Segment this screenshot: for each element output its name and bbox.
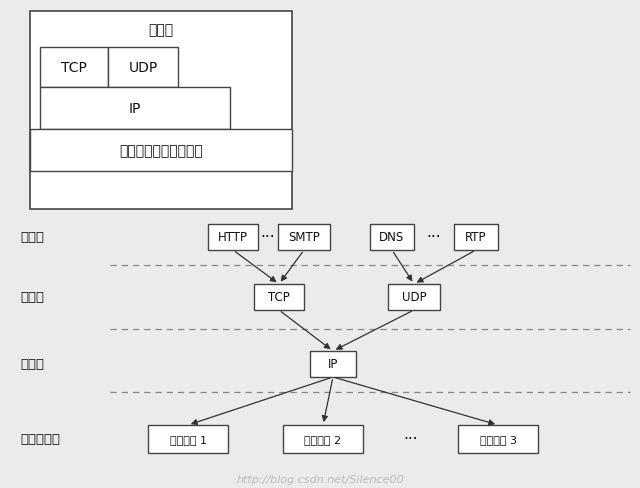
Text: UDP: UDP	[402, 291, 426, 304]
Text: UDP: UDP	[129, 61, 157, 75]
Text: 网络接口 3: 网络接口 3	[479, 434, 516, 444]
Text: 应用层: 应用层	[20, 231, 44, 244]
Bar	[310, 351, 356, 377]
Text: SMTP: SMTP	[288, 231, 320, 244]
Bar	[454, 224, 498, 250]
Text: 运输层: 运输层	[20, 291, 44, 304]
Text: ···: ···	[427, 230, 442, 245]
Text: 网络接口层: 网络接口层	[20, 433, 60, 446]
Bar	[283, 425, 363, 453]
Bar	[388, 285, 440, 310]
Text: DNS: DNS	[380, 231, 404, 244]
Text: TCP: TCP	[268, 291, 290, 304]
Text: 网际层: 网际层	[20, 358, 44, 371]
Text: ···: ···	[403, 431, 418, 447]
Text: RTP: RTP	[465, 231, 487, 244]
Bar	[40, 88, 230, 130]
Text: IP: IP	[129, 102, 141, 116]
Text: 网络接口 1: 网络接口 1	[170, 434, 207, 444]
Text: 应用层: 应用层	[148, 23, 173, 37]
Bar	[108, 48, 178, 88]
Text: 网络接口层（子网层）: 网络接口层（子网层）	[119, 143, 203, 158]
Bar	[30, 12, 292, 209]
Text: IP: IP	[328, 358, 338, 371]
Bar	[370, 224, 414, 250]
Bar	[30, 130, 292, 172]
Bar	[254, 285, 304, 310]
Text: 网络接口 2: 网络接口 2	[305, 434, 342, 444]
Text: TCP: TCP	[61, 61, 87, 75]
Text: HTTP: HTTP	[218, 231, 248, 244]
Bar	[208, 224, 258, 250]
Text: http://blog.csdn.net/Silence00: http://blog.csdn.net/Silence00	[236, 474, 404, 484]
Bar	[458, 425, 538, 453]
Bar	[148, 425, 228, 453]
Bar	[278, 224, 330, 250]
Bar	[40, 48, 108, 88]
Text: ···: ···	[260, 230, 275, 245]
